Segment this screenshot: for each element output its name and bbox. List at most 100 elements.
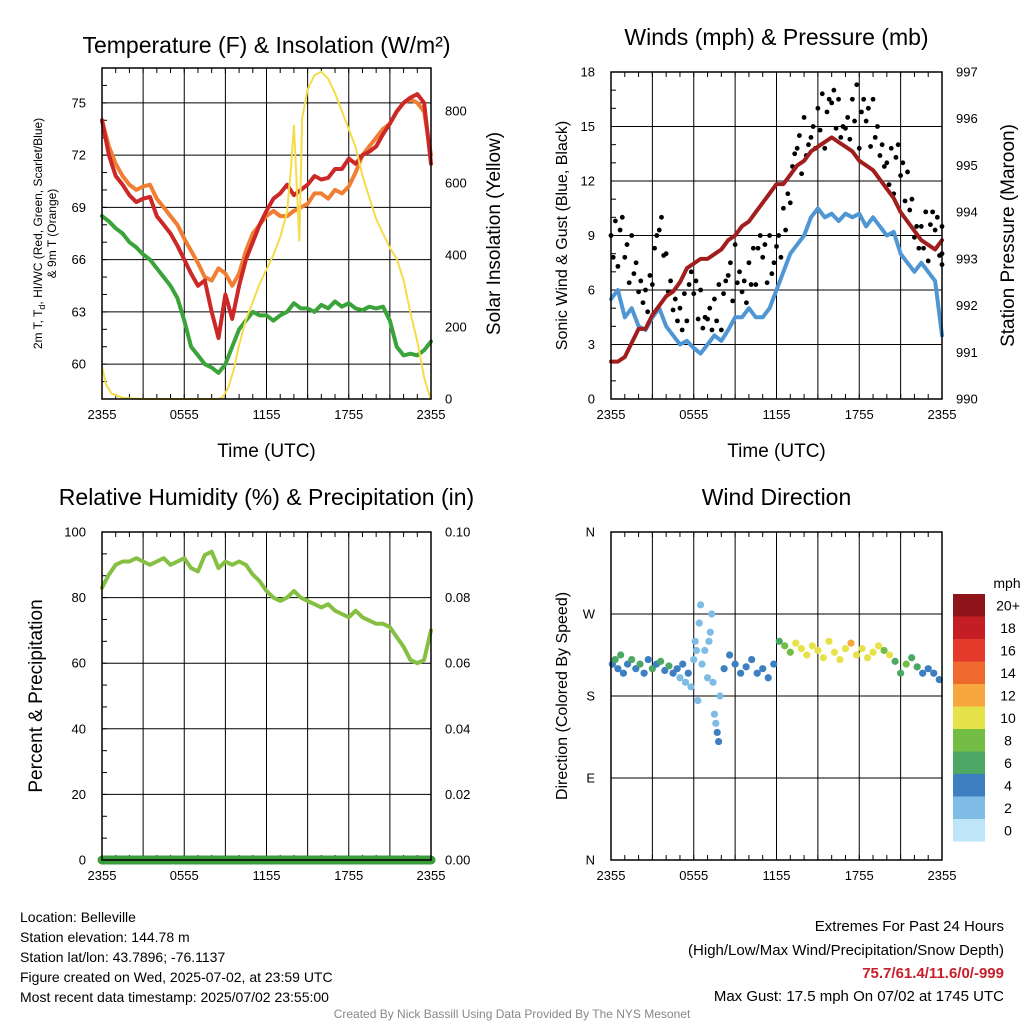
direction-point	[814, 646, 822, 655]
speed-color-legend: mph 20+ 18 16 14 12 10 8 6 4 2 0	[953, 575, 1021, 842]
y-tick-label: 80	[72, 590, 86, 605]
gust-dot	[677, 305, 683, 311]
legend-swatch	[953, 706, 985, 729]
legend-swatch	[953, 774, 985, 797]
x-tick-label: 1155	[253, 868, 281, 883]
direction-point	[714, 737, 723, 746]
gust-dot	[792, 151, 798, 157]
direction-point	[819, 654, 827, 662]
plot-frame	[610, 71, 943, 400]
direction-point	[830, 648, 839, 656]
y-tick-label: 66	[72, 252, 86, 267]
gust-dot	[707, 305, 713, 311]
direction-point	[669, 669, 677, 677]
y-right-axis-label: Solar Insolation (Yellow)	[484, 132, 505, 335]
gust-dot	[739, 289, 745, 295]
gust-dot	[838, 135, 844, 140]
gust-dot	[888, 145, 894, 151]
gust-dot	[709, 327, 715, 333]
y-axis-label-line2: & 9m T (Orange)	[45, 189, 59, 279]
direction-point	[684, 669, 692, 677]
y-axis-label: 2m T, Td, HI/WC (Red, Green, Scarlet/Blu…	[31, 118, 47, 349]
x-tick-label: 1755	[845, 868, 874, 883]
gust-dot	[631, 271, 637, 277]
gust-dot	[863, 118, 869, 124]
legend-swatch	[953, 616, 985, 639]
direction-point	[709, 678, 717, 686]
y-tick-label: 100	[64, 525, 86, 540]
y-right-tick-label: 400	[445, 248, 467, 263]
gust-dot	[734, 280, 740, 286]
direction-point	[731, 660, 739, 668]
gust-dot	[833, 125, 839, 131]
legend-swatch	[953, 684, 985, 707]
gust-dot	[640, 300, 646, 306]
direction-point	[617, 651, 625, 659]
gust-dot	[705, 316, 710, 322]
direction-point	[661, 666, 669, 675]
gust-dot	[750, 245, 756, 251]
extremes-subtitle: (High/Low/Max Wind/Precipitation/Snow De…	[688, 942, 1004, 959]
x-tick-label: 1155	[763, 868, 791, 883]
footer-location: Location: Belleville	[20, 909, 136, 925]
direction-point	[808, 642, 816, 650]
y-tick-label: 3	[588, 337, 595, 352]
y-right-tick-label: 0.10	[445, 525, 470, 540]
y-tick-label: 75	[72, 95, 86, 110]
panel-title: Temperature (F) & Insolation (W/m²)	[82, 32, 450, 58]
direction-point	[676, 674, 684, 682]
direction-point	[792, 639, 800, 647]
direction-point	[858, 645, 866, 653]
legend-label: 2	[1004, 800, 1012, 816]
gust-dot	[693, 278, 699, 284]
gust-dot	[636, 289, 641, 295]
gust-dot	[654, 233, 660, 238]
gust-dot	[831, 87, 837, 93]
series-line-2	[100, 214, 433, 375]
gust-dot	[799, 171, 805, 177]
gust-dot	[626, 280, 632, 286]
y-tick-label: 40	[72, 721, 86, 736]
series-line-0	[100, 97, 433, 288]
gust-dot	[916, 245, 922, 251]
direction-point	[737, 669, 745, 677]
gust-dot	[881, 164, 887, 169]
series-line-0	[609, 206, 944, 356]
y-tick-label: N	[586, 525, 595, 540]
direction-point	[748, 655, 756, 664]
y-right-tick-label: 800	[445, 104, 467, 119]
gust-dot	[865, 105, 871, 111]
y-right-tick-label: 0	[445, 392, 452, 407]
gust-dot	[810, 124, 816, 129]
y-tick-label: 0	[588, 392, 595, 407]
y-right-tick-label: 995	[956, 158, 978, 173]
temperature-panel: 2355 0555 1155 1755 2355 60 63 66 69 72 75 0 200 400 6…	[31, 32, 505, 462]
direction-point	[935, 676, 943, 684]
gust-dot	[856, 145, 862, 151]
direction-point	[797, 645, 805, 653]
y-right-tick-label: 0.04	[445, 721, 470, 736]
gust-dot	[895, 142, 901, 148]
direction-point	[708, 610, 716, 618]
extremes-values: 75.7/61.4/11.6/0/-999	[862, 965, 1004, 982]
direction-point	[847, 639, 855, 647]
y-tick-label: 9	[588, 228, 595, 243]
direction-point	[628, 655, 636, 664]
gust-dot	[663, 251, 669, 257]
gust-dot	[870, 96, 876, 102]
gust-dot	[681, 291, 687, 297]
gust-dot	[817, 127, 823, 133]
gust-dot	[824, 109, 830, 115]
x-tick-label: 2355	[417, 407, 446, 422]
gust-dot	[748, 282, 754, 287]
y-right-tick-label: 993	[956, 251, 978, 266]
x-tick-label: 1155	[763, 407, 791, 422]
direction-point	[697, 601, 705, 609]
gust-dot	[930, 209, 936, 215]
y-tick-label: 60	[72, 656, 86, 671]
direction-point	[692, 646, 701, 655]
legend-label: 0	[1004, 822, 1012, 838]
direction-point	[803, 651, 811, 659]
footer-elevation: Station elevation: 144.78 m	[20, 929, 190, 945]
direction-point	[673, 665, 681, 673]
